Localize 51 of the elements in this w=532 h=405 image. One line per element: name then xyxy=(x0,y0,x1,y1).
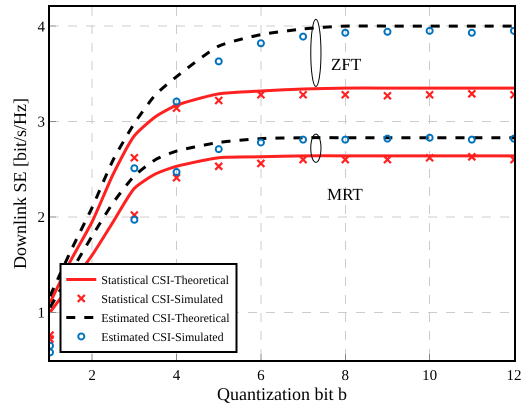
point xyxy=(298,90,308,100)
point xyxy=(425,90,434,100)
x-tick-label: 2 xyxy=(88,368,96,384)
point xyxy=(426,26,434,35)
point xyxy=(256,138,265,146)
point xyxy=(341,136,350,144)
legend-label: Estimated CSI-Theoretical xyxy=(101,311,230,326)
y-axis-title: Downlink SE [bit/s/Hz] xyxy=(10,98,30,269)
x-tick-label: 12 xyxy=(506,368,522,384)
y-tick-label: 3 xyxy=(38,114,45,131)
point xyxy=(382,91,392,100)
point xyxy=(425,153,434,162)
point xyxy=(172,97,181,106)
point xyxy=(214,57,223,66)
point xyxy=(468,136,476,144)
y-tick-label: 4 xyxy=(38,19,46,36)
legend-label: Statistical CSI-Simulated xyxy=(101,292,223,306)
x-axis-title: Quantization bit b xyxy=(217,384,347,404)
point xyxy=(467,89,476,98)
x-tick-label: 8 xyxy=(342,368,350,384)
point xyxy=(341,28,350,37)
point xyxy=(383,134,392,143)
point xyxy=(130,153,139,162)
point xyxy=(214,145,223,154)
legend-label: Estimated CSI-Simulated xyxy=(101,330,224,344)
point xyxy=(299,32,308,41)
point xyxy=(467,152,476,162)
x-tick-label: 10 xyxy=(422,368,438,384)
point xyxy=(172,168,181,176)
point xyxy=(299,136,308,144)
point xyxy=(130,216,138,224)
x-tick-label: 4 xyxy=(172,368,181,384)
legend-label: Statistical CSI-Theoretical xyxy=(101,273,230,288)
point xyxy=(130,210,139,220)
point xyxy=(340,90,350,100)
point xyxy=(214,96,224,106)
annotation: MRT xyxy=(327,185,364,204)
point xyxy=(214,162,224,171)
point xyxy=(468,28,476,37)
point xyxy=(172,104,182,113)
point xyxy=(130,164,138,172)
y-tick-label: 1 xyxy=(38,306,45,322)
point xyxy=(426,134,434,142)
y-tick-label: 2 xyxy=(38,210,45,226)
line-series xyxy=(50,86,514,304)
x-tick-label: 6 xyxy=(257,368,266,384)
point xyxy=(256,39,265,48)
point xyxy=(172,173,182,182)
point xyxy=(256,158,266,168)
point xyxy=(383,28,392,36)
annotation: ZFT xyxy=(331,55,362,74)
